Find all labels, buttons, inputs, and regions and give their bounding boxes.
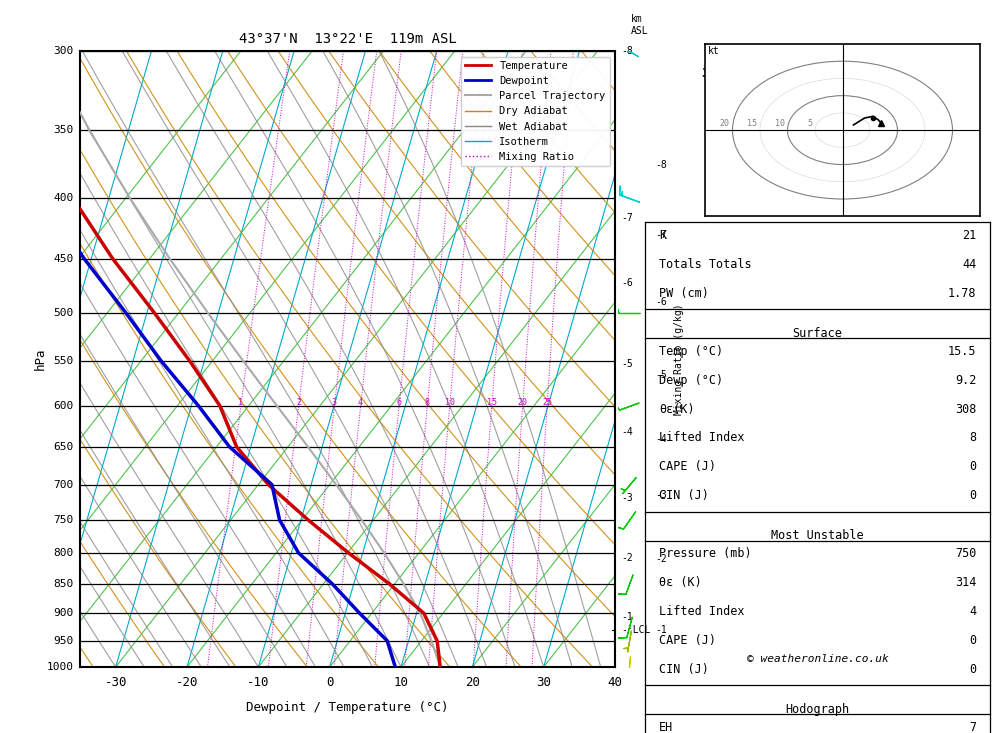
Text: 15: 15 bbox=[487, 398, 497, 407]
Text: 10: 10 bbox=[445, 398, 455, 407]
Text: 0: 0 bbox=[969, 490, 976, 502]
Text: Temp (°C): Temp (°C) bbox=[659, 345, 723, 358]
Text: -6: -6 bbox=[655, 297, 667, 307]
Text: Lifted Index: Lifted Index bbox=[659, 432, 744, 444]
Text: 0: 0 bbox=[969, 634, 976, 647]
Text: 700: 700 bbox=[53, 479, 74, 490]
Text: -¹LCL: -¹LCL bbox=[621, 625, 651, 635]
Text: K: K bbox=[659, 229, 666, 242]
Text: Most Unstable: Most Unstable bbox=[771, 529, 864, 542]
Text: Pressure (mb): Pressure (mb) bbox=[659, 548, 751, 560]
Text: CIN (J): CIN (J) bbox=[659, 490, 709, 502]
Text: 4: 4 bbox=[358, 398, 363, 407]
Text: 600: 600 bbox=[53, 401, 74, 410]
Text: Totals Totals: Totals Totals bbox=[659, 258, 751, 271]
Text: 15: 15 bbox=[747, 119, 757, 128]
Text: 6: 6 bbox=[396, 398, 401, 407]
Text: 30.04.2024  06GMT  (Base: 00): 30.04.2024 06GMT (Base: 00) bbox=[702, 67, 934, 80]
Text: 1: 1 bbox=[238, 398, 243, 407]
Title: 43°37'N  13°22'E  119m ASL: 43°37'N 13°22'E 119m ASL bbox=[239, 32, 456, 46]
Legend: Temperature, Dewpoint, Parcel Trajectory, Dry Adiabat, Wet Adiabat, Isotherm, Mi: Temperature, Dewpoint, Parcel Trajectory… bbox=[461, 56, 610, 166]
Text: 850: 850 bbox=[53, 579, 74, 589]
Text: 10: 10 bbox=[394, 677, 409, 689]
Text: 0: 0 bbox=[326, 677, 333, 689]
Text: CIN (J): CIN (J) bbox=[659, 663, 709, 676]
Text: 0: 0 bbox=[969, 663, 976, 676]
Text: 900: 900 bbox=[53, 608, 74, 618]
Text: θε (K): θε (K) bbox=[659, 576, 702, 589]
Text: Dewpoint / Temperature (°C): Dewpoint / Temperature (°C) bbox=[246, 701, 449, 714]
Text: 9.2: 9.2 bbox=[955, 374, 976, 386]
Text: 400: 400 bbox=[53, 194, 74, 204]
Text: 300: 300 bbox=[53, 46, 74, 56]
Text: -8: -8 bbox=[655, 161, 667, 171]
Text: 650: 650 bbox=[53, 442, 74, 452]
Text: 44: 44 bbox=[962, 258, 976, 271]
Text: -2: -2 bbox=[655, 554, 667, 564]
Text: 15.5: 15.5 bbox=[948, 345, 976, 358]
Text: -1: -1 bbox=[655, 625, 667, 635]
Text: 25: 25 bbox=[542, 398, 552, 407]
Text: -8: -8 bbox=[621, 46, 633, 56]
Text: 950: 950 bbox=[53, 636, 74, 646]
Text: PW (cm): PW (cm) bbox=[659, 287, 709, 300]
Text: © weatheronline.co.uk: © weatheronline.co.uk bbox=[747, 654, 888, 664]
Text: -2: -2 bbox=[621, 553, 633, 563]
Text: -5: -5 bbox=[621, 359, 633, 369]
Text: EH: EH bbox=[659, 721, 673, 733]
Text: -4: -4 bbox=[621, 427, 633, 438]
Text: 750: 750 bbox=[955, 548, 976, 560]
Text: Dewp (°C): Dewp (°C) bbox=[659, 374, 723, 386]
Text: 800: 800 bbox=[53, 548, 74, 558]
Text: -1: -1 bbox=[621, 612, 633, 622]
Text: -6: -6 bbox=[621, 278, 633, 288]
Text: -5: -5 bbox=[655, 370, 667, 380]
Text: CAPE (J): CAPE (J) bbox=[659, 634, 716, 647]
Text: 1.78: 1.78 bbox=[948, 287, 976, 300]
Text: 10: 10 bbox=[775, 119, 785, 128]
Text: -3: -3 bbox=[621, 493, 633, 503]
Text: 0: 0 bbox=[969, 460, 976, 474]
Text: 3: 3 bbox=[332, 398, 337, 407]
Text: 20: 20 bbox=[518, 398, 528, 407]
Text: Hodograph: Hodograph bbox=[785, 703, 850, 716]
Text: km
ASL: km ASL bbox=[631, 15, 649, 36]
Text: 550: 550 bbox=[53, 356, 74, 366]
Text: -30: -30 bbox=[104, 677, 127, 689]
Text: 308: 308 bbox=[955, 402, 976, 416]
Text: 7: 7 bbox=[969, 721, 976, 733]
Text: 350: 350 bbox=[53, 125, 74, 135]
Text: 21: 21 bbox=[962, 229, 976, 242]
Text: 750: 750 bbox=[53, 515, 74, 525]
Text: -10: -10 bbox=[247, 677, 270, 689]
Text: Lifted Index: Lifted Index bbox=[659, 605, 744, 618]
Text: Surface: Surface bbox=[793, 327, 842, 340]
Text: -20: -20 bbox=[176, 677, 198, 689]
Text: 450: 450 bbox=[53, 254, 74, 264]
Text: -4: -4 bbox=[655, 434, 667, 443]
Text: 500: 500 bbox=[53, 308, 74, 317]
Text: 2: 2 bbox=[296, 398, 301, 407]
Text: CAPE (J): CAPE (J) bbox=[659, 460, 716, 474]
Text: Mixing Ratio (g/kg): Mixing Ratio (g/kg) bbox=[674, 303, 684, 415]
Text: 8: 8 bbox=[969, 432, 976, 444]
Text: 1000: 1000 bbox=[47, 662, 74, 672]
Text: -7: -7 bbox=[621, 213, 633, 224]
Text: 40: 40 bbox=[608, 677, 622, 689]
Text: 30: 30 bbox=[536, 677, 551, 689]
Text: -3: -3 bbox=[655, 490, 667, 501]
Text: 8: 8 bbox=[425, 398, 430, 407]
Text: hPa: hPa bbox=[33, 348, 46, 370]
Text: 5: 5 bbox=[807, 119, 812, 128]
Text: 314: 314 bbox=[955, 576, 976, 589]
Text: kt: kt bbox=[708, 45, 720, 56]
Text: 20: 20 bbox=[720, 119, 730, 128]
Text: 20: 20 bbox=[465, 677, 480, 689]
Text: θε(K): θε(K) bbox=[659, 402, 694, 416]
Text: -7: -7 bbox=[655, 230, 667, 240]
Text: 4: 4 bbox=[969, 605, 976, 618]
